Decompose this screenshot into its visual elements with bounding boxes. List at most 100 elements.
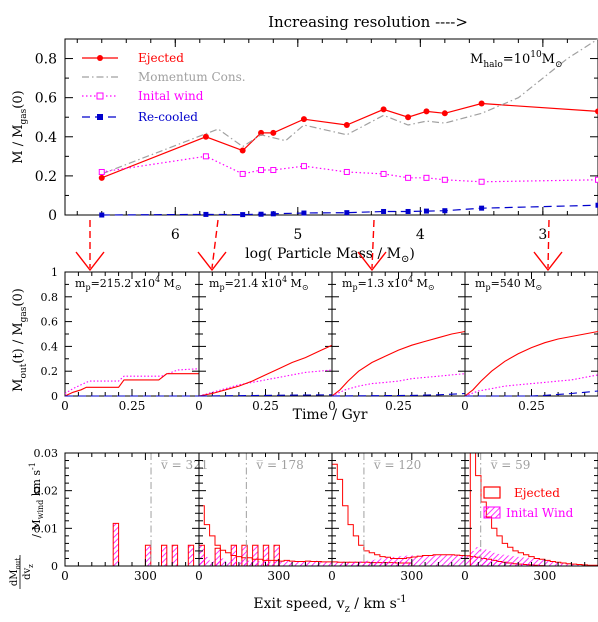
- wind-hist-bar: [544, 560, 551, 566]
- recooled-point: [405, 208, 411, 214]
- wind-hist-bar: [459, 555, 465, 566]
- wind-hist-bar: [480, 549, 487, 566]
- middle-subpanel-label-part: m: [209, 277, 220, 290]
- wind-hist-bar: [252, 545, 258, 566]
- wind-hist-bar: [172, 545, 178, 566]
- recooled-point: [240, 212, 246, 218]
- wind-hist-bar: [406, 555, 412, 566]
- middle-subpanel-label-part: p: [352, 283, 357, 292]
- wind-hist-bar: [475, 547, 481, 566]
- recooled-point: [423, 208, 429, 214]
- initial-wind-point: [478, 178, 485, 185]
- middle-x-tick-label: 0: [461, 399, 469, 413]
- legend-ejected-marker: [97, 55, 103, 61]
- middle-subpanel-label-part: m: [342, 277, 353, 290]
- wind-hist-bar: [411, 555, 418, 566]
- middle-ejected-line: [198, 344, 333, 397]
- middle-recooled-line: [331, 392, 466, 397]
- bottom-legend: Ejected Inital Wind: [483, 486, 574, 520]
- ejected-point: [423, 108, 430, 115]
- recooled-point: [301, 210, 307, 216]
- wind-hist-bar: [417, 555, 423, 566]
- recooled-point: [479, 205, 485, 211]
- wind-hist-bar: [274, 545, 280, 566]
- wind-hist-bar: [268, 561, 274, 566]
- resolution-arrow-head: [357, 251, 387, 272]
- wind-hist-bar: [214, 560, 221, 566]
- recooled-point: [381, 208, 387, 214]
- bottom-x-tick-label: 300: [267, 569, 290, 583]
- bottom-x-tick-label: 300: [400, 569, 423, 583]
- legend-wind-label: Inital wind: [138, 89, 204, 103]
- resolution-arrow-shaft: [211, 219, 219, 269]
- wind-hist-bar: [358, 561, 364, 566]
- middle-y-tick-label: 0: [51, 390, 58, 403]
- initial-wind-point: [202, 153, 209, 160]
- middle-subpanel-label-part: ⊙: [536, 283, 543, 292]
- resolution-arrow-head: [533, 251, 563, 272]
- bottom-y-label-units: / Mwind km s-1: [28, 462, 45, 538]
- top-x-tick-label: 5: [293, 227, 302, 243]
- middle-y-tick-label: 0.2: [41, 365, 59, 378]
- legend-recooled-label: Re-cooled: [138, 110, 198, 124]
- middle-wind-line: [64, 368, 200, 394]
- top-x-tick-label: 6: [171, 227, 180, 243]
- wind-hist-bar: [199, 545, 205, 566]
- wind-hist-bar: [465, 555, 471, 566]
- legend-wind-hist-swatch: [483, 506, 501, 519]
- middle-subpanel-label-part: ⊙: [302, 283, 309, 292]
- halo-mass-annotation: Mhalo=1010M⊙: [470, 50, 563, 70]
- wind-hist-bar: [566, 563, 572, 566]
- wind-hist-bar: [246, 560, 253, 566]
- wind-hist-bar: [113, 523, 119, 566]
- wind-hist-bar: [278, 561, 285, 566]
- ejected-point: [239, 147, 246, 154]
- ejected-point: [300, 116, 307, 123]
- middle-subpanel-label-part: =215.2 x10: [91, 277, 155, 290]
- middle-x-tick-label: 0.25: [119, 399, 146, 413]
- legend-wind-hist-label: Inital Wind: [506, 506, 574, 520]
- top-y-tick-label: 0.8: [35, 52, 57, 68]
- resolution-arrow-shaft: [547, 219, 550, 269]
- wind-hist-bar: [502, 554, 508, 566]
- ejected-point: [202, 133, 209, 140]
- middle-y-tick-label: 0.8: [41, 291, 59, 304]
- top-x-tick-label: 3: [538, 227, 547, 243]
- wind-hist-bar: [379, 558, 386, 566]
- ejected-point: [258, 129, 265, 136]
- ejected-point: [478, 100, 485, 107]
- middle-x-tick-label: 0: [195, 399, 203, 413]
- wind-hist-bar: [523, 557, 529, 566]
- middle-recooled-line: [198, 394, 333, 397]
- wind-hist-bar: [395, 556, 402, 566]
- legend-ejected-label: Ejected: [138, 51, 184, 65]
- mean-speed-label: v̅ = 59: [490, 458, 531, 472]
- ejected-point: [441, 110, 448, 117]
- ejected-hist-outline: [65, 522, 280, 567]
- wind-hist-bar: [422, 555, 428, 566]
- middle-subpanel-label: mp=21.4 x104 M⊙: [209, 275, 309, 292]
- middle-ejected-line: [464, 330, 598, 397]
- top-y-tick-label: 0: [48, 208, 57, 224]
- middle-subpanel-0: 0 0.2 0.4 0.6 0.8 1 0 0.25 mp=215.2 x104 M⊙: [41, 266, 200, 413]
- wind-hist-bar: [204, 556, 210, 566]
- ejected-hist-outline: [465, 452, 598, 567]
- wind-hist-bar: [363, 560, 370, 566]
- top-y-tick-label: 0.2: [35, 169, 57, 185]
- wind-hist-bar: [257, 561, 263, 566]
- initial-wind-point: [300, 163, 307, 170]
- middle-subpanel-label-part: 4: [155, 275, 160, 284]
- wind-hist-bar: [470, 550, 476, 566]
- wind-hist-bar: [385, 557, 391, 566]
- top-y-tick-label: 0.6: [35, 91, 57, 107]
- bottom-y-tick-label: 0.03: [34, 447, 59, 460]
- resolution-arrow-shaft: [371, 219, 375, 269]
- wind-hist-bar: [326, 561, 332, 566]
- wind-hist-bar: [188, 545, 194, 566]
- wind-hist-bar: [427, 555, 434, 566]
